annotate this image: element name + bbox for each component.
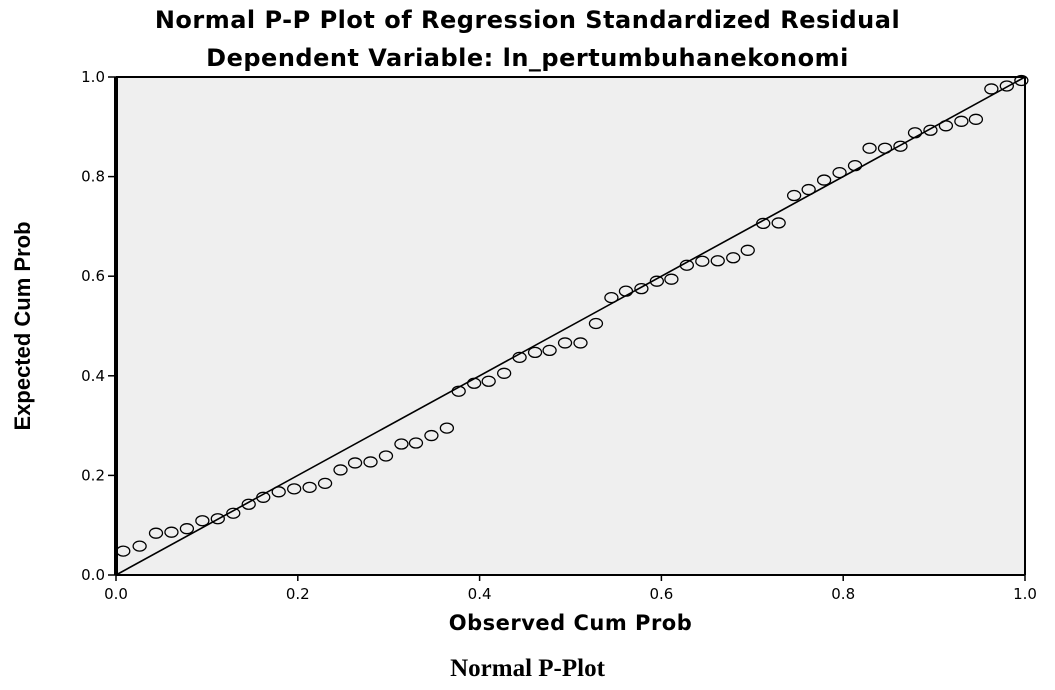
data-point <box>923 124 938 136</box>
data-point <box>695 255 710 267</box>
data-point <box>439 422 455 434</box>
data-point <box>424 429 439 442</box>
data-point <box>862 142 877 154</box>
data-point <box>801 183 816 196</box>
data-point <box>271 486 286 498</box>
x-tick-label: 0.2 <box>286 585 310 603</box>
y-tick-label: 0.4 <box>81 367 105 385</box>
data-point <box>771 217 786 229</box>
data-point <box>604 291 619 304</box>
data-point <box>394 438 409 450</box>
data-point <box>1014 74 1029 87</box>
data-point <box>877 142 893 154</box>
data-point <box>347 457 363 469</box>
data-point <box>241 498 256 510</box>
data-point <box>649 275 665 287</box>
data-point <box>756 217 771 230</box>
data-point <box>451 385 466 397</box>
data-point <box>210 513 225 525</box>
y-tick-label: 1.0 <box>81 68 105 86</box>
data-point <box>527 346 543 359</box>
data-point <box>256 491 271 503</box>
data-point <box>302 481 317 494</box>
data-point <box>466 377 482 389</box>
data-point <box>907 127 923 139</box>
figure-caption: Normal P-Plot <box>450 655 605 682</box>
data-point <box>847 159 863 172</box>
right-frame-line <box>1024 77 1026 575</box>
data-point <box>573 337 588 349</box>
x-axis-label: Observed Cum Prob <box>449 611 693 635</box>
pp-plot-chart: 0.0 0.2 0.4 0.6 0.8 1.0 0.0 0.2 0.4 0.6 0.8 1.0 Ob… <box>10 68 1037 635</box>
x-tick-label: 0.4 <box>468 585 492 603</box>
axes <box>114 76 1026 576</box>
data-point <box>938 120 954 132</box>
x-tick-label: 0.6 <box>649 585 673 603</box>
data-point <box>816 174 832 186</box>
x-axis-ticks: 0.0 0.2 0.4 0.6 0.8 1.0 <box>104 575 1037 603</box>
data-point <box>557 337 573 349</box>
y-tick-label: 0.0 <box>81 566 105 584</box>
x-axis-line <box>116 574 1025 576</box>
data-point <box>496 367 512 379</box>
data-point <box>179 523 195 535</box>
data-point <box>968 113 984 125</box>
data-point <box>132 540 147 552</box>
data-point <box>287 483 302 495</box>
data-point <box>740 244 755 256</box>
data-point <box>333 464 348 476</box>
data-point <box>317 477 333 490</box>
x-tick-label: 0.0 <box>104 585 128 603</box>
y-tick-label: 0.8 <box>81 168 105 186</box>
data-point <box>481 375 496 387</box>
data-point <box>893 140 908 152</box>
data-point <box>618 285 634 297</box>
data-point <box>726 252 741 264</box>
data-point <box>148 527 164 539</box>
data-point <box>542 344 557 357</box>
x-tick-label: 1.0 <box>1013 585 1037 603</box>
top-frame-line <box>116 76 1025 78</box>
data-point <box>710 255 725 267</box>
reference-line <box>115 76 1026 576</box>
chart-title: Normal P-P Plot of Regression Standardiz… <box>154 6 901 34</box>
y-tick-label: 0.2 <box>81 466 105 484</box>
data-point <box>195 515 210 527</box>
y-axis-line <box>114 77 118 575</box>
data-point <box>954 115 969 127</box>
data-point <box>832 166 847 179</box>
data-points <box>116 74 1029 557</box>
x-tick-label: 0.8 <box>831 585 855 603</box>
data-point <box>588 317 604 330</box>
data-point <box>164 526 179 538</box>
y-axis-label: Expected Cum Prob <box>10 221 35 430</box>
data-point <box>512 351 527 364</box>
data-point <box>634 282 649 295</box>
y-axis-ticks: 0.0 0.2 0.4 0.6 0.8 1.0 <box>81 68 116 584</box>
y-tick-label: 0.6 <box>81 267 105 285</box>
data-point <box>984 83 999 95</box>
data-point <box>999 80 1014 92</box>
data-point <box>408 437 424 449</box>
data-point <box>679 259 695 271</box>
data-point <box>226 507 241 519</box>
chart-subtitle: Dependent Variable: ln_pertumbuhanekonom… <box>206 44 849 72</box>
data-point <box>664 273 679 285</box>
data-point <box>363 456 378 468</box>
data-point <box>378 450 394 462</box>
data-point <box>786 189 802 202</box>
